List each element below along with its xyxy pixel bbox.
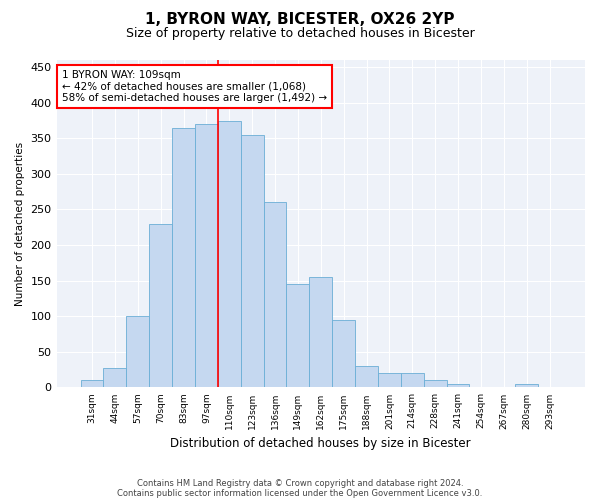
Bar: [80, 380, 103, 388]
Text: Contains public sector information licensed under the Open Government Licence v3: Contains public sector information licen…: [118, 488, 482, 498]
Bar: [241, 134, 263, 388]
Bar: [515, 384, 538, 388]
Bar: [218, 120, 241, 388]
Bar: [286, 284, 310, 388]
Bar: [127, 316, 149, 388]
X-axis label: Distribution of detached houses by size in Bicester: Distribution of detached houses by size …: [170, 437, 471, 450]
Bar: [149, 224, 172, 388]
Bar: [355, 366, 378, 388]
Bar: [310, 277, 332, 388]
Bar: [263, 202, 286, 388]
Bar: [378, 373, 401, 388]
Bar: [401, 373, 424, 388]
Text: 1 BYRON WAY: 109sqm
← 42% of detached houses are smaller (1,068)
58% of semi-det: 1 BYRON WAY: 109sqm ← 42% of detached ho…: [62, 70, 327, 103]
Bar: [446, 384, 469, 388]
Bar: [424, 380, 446, 388]
Bar: [332, 320, 355, 388]
Y-axis label: Number of detached properties: Number of detached properties: [15, 142, 25, 306]
Text: Contains HM Land Registry data © Crown copyright and database right 2024.: Contains HM Land Registry data © Crown c…: [137, 478, 463, 488]
Text: 1, BYRON WAY, BICESTER, OX26 2YP: 1, BYRON WAY, BICESTER, OX26 2YP: [145, 12, 455, 28]
Bar: [103, 368, 127, 388]
Bar: [195, 124, 218, 388]
Text: Size of property relative to detached houses in Bicester: Size of property relative to detached ho…: [125, 28, 475, 40]
Bar: [172, 128, 195, 388]
